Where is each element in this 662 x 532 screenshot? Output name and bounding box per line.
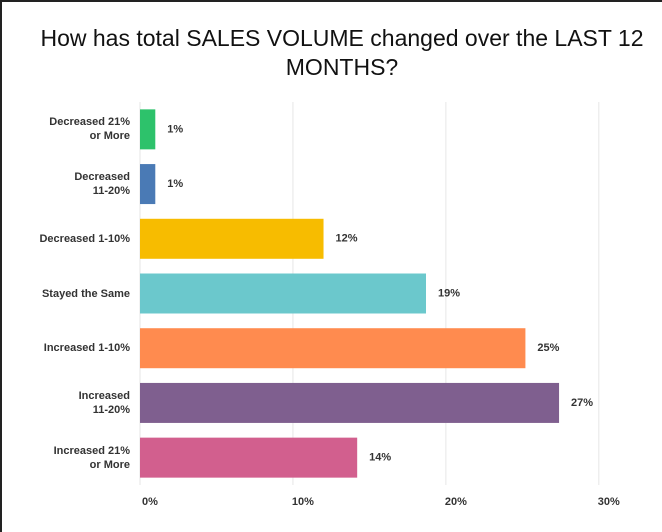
chart-title: How has total SALES VOLUME changed over … xyxy=(40,25,644,80)
bar xyxy=(140,164,156,205)
x-tick-label: 10% xyxy=(292,496,314,508)
data-label: 1% xyxy=(167,123,183,135)
data-label: 1% xyxy=(167,178,183,190)
y-tick-label: Increased 1-10% xyxy=(43,342,130,355)
data-label: 14% xyxy=(369,452,391,464)
y-tick-label: Increased 11-20% xyxy=(78,389,130,416)
y-tick-label: Increased 21% or More xyxy=(53,444,130,471)
data-label: 25% xyxy=(537,342,559,354)
bar xyxy=(140,382,560,423)
bar xyxy=(140,437,358,478)
data-label: 19% xyxy=(438,287,460,299)
bar xyxy=(140,218,324,259)
y-tick-label: Stayed the Same xyxy=(41,287,130,300)
data-label: 12% xyxy=(336,233,358,245)
x-tick-label: 20% xyxy=(445,496,467,508)
data-label: 27% xyxy=(571,397,593,409)
x-tick-label: 30% xyxy=(598,496,620,508)
y-tick-label: Decreased 1-10% xyxy=(39,232,130,245)
bar xyxy=(140,273,426,314)
y-tick-label: Decreased 21% or More xyxy=(49,116,130,143)
bar xyxy=(140,109,156,150)
x-tick-label: 0% xyxy=(142,496,158,508)
bar xyxy=(140,328,526,369)
y-tick-label: Decreased 11-20% xyxy=(74,171,130,198)
